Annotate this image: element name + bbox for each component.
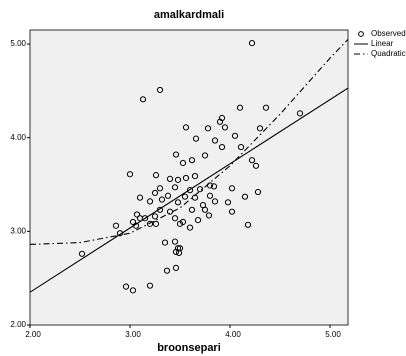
data-point — [205, 212, 213, 219]
chart-title: amalkardmali — [154, 9, 224, 21]
data-point — [156, 185, 164, 192]
data-point — [163, 267, 171, 274]
data-point — [158, 196, 166, 203]
data-point — [201, 206, 209, 213]
data-point — [186, 224, 194, 231]
data-point — [151, 213, 159, 220]
data-point — [211, 137, 219, 144]
data-point — [112, 222, 120, 229]
y-tick-label: 5.00 — [10, 39, 26, 48]
data-point — [194, 217, 202, 224]
data-point — [228, 208, 236, 215]
data-point — [152, 220, 160, 227]
data-point — [175, 249, 183, 256]
data-point — [171, 238, 179, 245]
y-tick-label: 2.00 — [10, 320, 26, 329]
data-point — [192, 135, 200, 142]
data-point — [237, 143, 245, 151]
data-point — [174, 176, 182, 183]
data-point — [211, 198, 219, 205]
data-point — [182, 124, 190, 131]
data-point — [174, 199, 182, 206]
legend-label: Linear — [371, 39, 394, 48]
data-point — [136, 194, 144, 201]
data-point — [256, 125, 264, 132]
data-point — [188, 206, 196, 213]
data-point — [179, 159, 187, 167]
data-point — [252, 162, 260, 169]
fit-line — [30, 38, 348, 246]
legend-label: Quadratic — [371, 49, 406, 58]
data-point — [248, 40, 256, 47]
data-point — [254, 188, 262, 196]
data-point — [139, 96, 147, 103]
data-point — [152, 172, 160, 179]
data-point — [231, 132, 239, 139]
x-tick-label: 3.00 — [125, 330, 141, 339]
data-point — [191, 172, 199, 180]
data-point — [146, 282, 154, 289]
data-point — [182, 174, 190, 182]
data-point — [210, 183, 218, 190]
x-tick-label: 5.00 — [325, 330, 341, 339]
data-point — [201, 152, 209, 159]
fit-line — [30, 87, 348, 293]
data-point — [171, 215, 179, 222]
data-point — [78, 250, 86, 257]
data-point — [161, 239, 169, 246]
data-point — [146, 220, 154, 227]
data-point — [228, 185, 236, 192]
data-point — [156, 86, 164, 94]
data-point — [196, 186, 204, 193]
data-point — [181, 193, 189, 200]
data-point — [224, 199, 232, 206]
data-point — [176, 220, 184, 227]
data-point — [164, 192, 172, 199]
x-tick-label: 2.00 — [25, 330, 41, 339]
data-point — [129, 287, 137, 294]
data-point — [204, 125, 212, 132]
data-point — [126, 171, 134, 178]
data-point — [151, 189, 159, 197]
y-tick-label: 4.00 — [10, 133, 26, 142]
data-point — [122, 283, 130, 290]
data-point — [172, 264, 180, 271]
data-point — [248, 157, 256, 164]
data-point — [129, 218, 137, 226]
data-point — [236, 104, 244, 111]
x-axis-label: broonsepari — [157, 342, 221, 354]
data-point — [166, 175, 174, 183]
data-point — [296, 110, 304, 117]
data-point — [188, 157, 196, 164]
data-point — [186, 187, 194, 194]
legend-label: Observed — [371, 29, 406, 38]
data-point — [218, 143, 226, 151]
data-point — [262, 104, 270, 111]
data-point — [221, 124, 229, 131]
data-point — [133, 211, 141, 218]
data-point — [141, 215, 149, 222]
data-point — [244, 221, 252, 228]
data-point — [172, 151, 180, 158]
data-point — [241, 193, 249, 200]
data-point — [172, 248, 180, 256]
data-point — [216, 118, 224, 125]
data-point — [206, 192, 214, 199]
x-tick-label: 4.00 — [225, 330, 241, 339]
data-point — [171, 184, 179, 191]
data-point — [146, 198, 154, 205]
y-tick-label: 3.00 — [10, 226, 26, 235]
legend-marker — [358, 31, 364, 37]
